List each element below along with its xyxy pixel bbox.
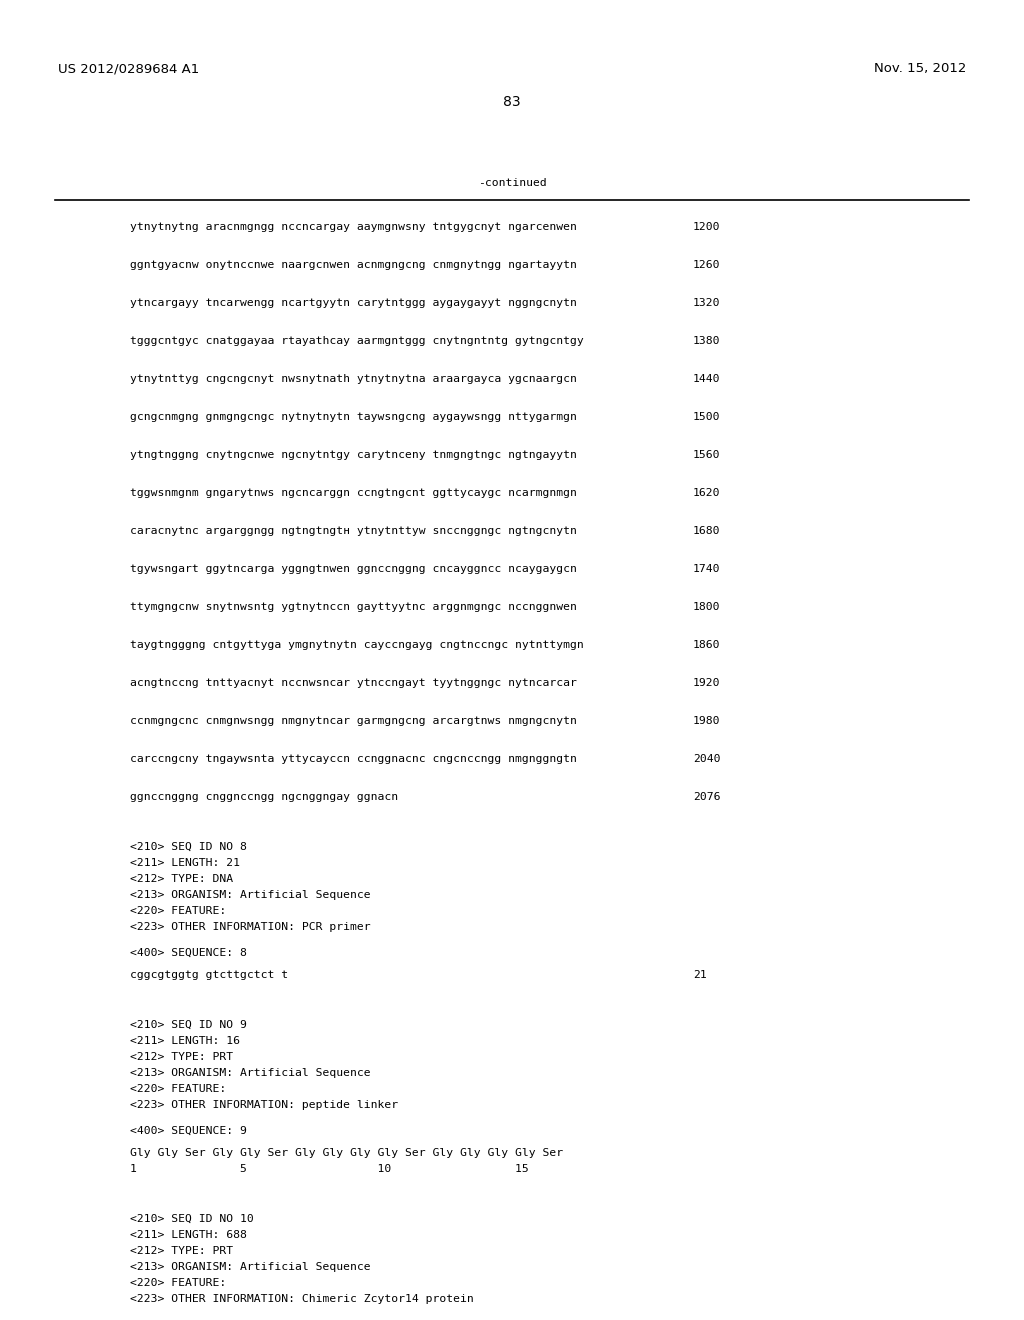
- Text: 1860: 1860: [693, 640, 721, 649]
- Text: tgywsngart ggytncarga yggngtnwen ggnccnggng cncayggncc ncaygaygcn: tgywsngart ggytncarga yggngtnwen ggnccng…: [130, 564, 577, 574]
- Text: taygtngggng cntgyttyga ymgnytnytn cayccngayg cngtnccngc nytnttymgn: taygtngggng cntgyttyga ymgnytnytn cayccn…: [130, 640, 584, 649]
- Text: <223> OTHER INFORMATION: Chimeric Zcytor14 protein: <223> OTHER INFORMATION: Chimeric Zcytor…: [130, 1294, 474, 1304]
- Text: tggwsnmgnm gngarytnws ngcncarggn ccngtngcnt ggttycaygc ncarmgnmgn: tggwsnmgnm gngarytnws ngcncarggn ccngtng…: [130, 488, 577, 498]
- Text: <223> OTHER INFORMATION: peptide linker: <223> OTHER INFORMATION: peptide linker: [130, 1100, 398, 1110]
- Text: 1980: 1980: [693, 715, 721, 726]
- Text: <213> ORGANISM: Artificial Sequence: <213> ORGANISM: Artificial Sequence: [130, 890, 371, 900]
- Text: 1800: 1800: [693, 602, 721, 612]
- Text: <210> SEQ ID NO 9: <210> SEQ ID NO 9: [130, 1020, 247, 1030]
- Text: carccngcny tngaywsnta yttycayccn ccnggnacnc cngcnccngg nmgnggngtn: carccngcny tngaywsnta yttycayccn ccnggna…: [130, 754, 577, 764]
- Text: ytngtnggng cnytngcnwe ngcnytntgy carytnceny tnmgngtngc ngtngayytn: ytngtnggng cnytngcnwe ngcnytntgy carytnc…: [130, 450, 577, 459]
- Text: Nov. 15, 2012: Nov. 15, 2012: [873, 62, 966, 75]
- Text: 1500: 1500: [693, 412, 721, 422]
- Text: ggnccnggng cnggnccngg ngcnggngay ggnacn: ggnccnggng cnggnccngg ngcnggngay ggnacn: [130, 792, 398, 803]
- Text: ccnmgngcnc cnmgnwsngg nmgnytncar garmgngcng arcargtnws nmgngcnytn: ccnmgngcnc cnmgnwsngg nmgnytncar garmgng…: [130, 715, 577, 726]
- Text: 1               5                   10                  15: 1 5 10 15: [130, 1164, 528, 1173]
- Text: 2040: 2040: [693, 754, 721, 764]
- Text: 1920: 1920: [693, 678, 721, 688]
- Text: <220> FEATURE:: <220> FEATURE:: [130, 906, 226, 916]
- Text: <212> TYPE: PRT: <212> TYPE: PRT: [130, 1246, 233, 1257]
- Text: <210> SEQ ID NO 10: <210> SEQ ID NO 10: [130, 1214, 254, 1224]
- Text: tgggcntgyc cnatggayaa rtayathcay aarmgntggg cnytngntntg gytngcntgy: tgggcntgyc cnatggayaa rtayathcay aarmgnt…: [130, 337, 584, 346]
- Text: <220> FEATURE:: <220> FEATURE:: [130, 1278, 226, 1288]
- Text: ytncargayy tncarwengg ncartgyytn carytntggg aygaygayyt nggngcnytn: ytncargayy tncarwengg ncartgyytn carytnt…: [130, 298, 577, 308]
- Text: caracnytnc argarggngg ngtngtngtн ytnytnttyw snccnggngc ngtngcnytn: caracnytnc argarggngg ngtngtngtн ytnytnt…: [130, 525, 577, 536]
- Text: ytnytnytng aracnmgngg nccncargay aaymgnwsny tntgygcnyt ngarcenwen: ytnytnytng aracnmgngg nccncargay aaymgnw…: [130, 222, 577, 232]
- Text: <211> LENGTH: 688: <211> LENGTH: 688: [130, 1230, 247, 1239]
- Text: 1320: 1320: [693, 298, 721, 308]
- Text: <400> SEQUENCE: 9: <400> SEQUENCE: 9: [130, 1126, 247, 1137]
- Text: US 2012/0289684 A1: US 2012/0289684 A1: [58, 62, 200, 75]
- Text: 1560: 1560: [693, 450, 721, 459]
- Text: 1680: 1680: [693, 525, 721, 536]
- Text: 1620: 1620: [693, 488, 721, 498]
- Text: 1440: 1440: [693, 374, 721, 384]
- Text: 2076: 2076: [693, 792, 721, 803]
- Text: ttymgngcnw snytnwsntg ygtnytnccn gayttyytnc arggnmgngc nccnggnwen: ttymgngcnw snytnwsntg ygtnytnccn gayttyy…: [130, 602, 577, 612]
- Text: <213> ORGANISM: Artificial Sequence: <213> ORGANISM: Artificial Sequence: [130, 1262, 371, 1272]
- Text: 1380: 1380: [693, 337, 721, 346]
- Text: 1200: 1200: [693, 222, 721, 232]
- Text: acngtnccng tnttyacnyt nccnwsncar ytnccngayt tyytnggngc nytncarcar: acngtnccng tnttyacnyt nccnwsncar ytnccng…: [130, 678, 577, 688]
- Text: 1740: 1740: [693, 564, 721, 574]
- Text: <400> SEQUENCE: 8: <400> SEQUENCE: 8: [130, 948, 247, 958]
- Text: <213> ORGANISM: Artificial Sequence: <213> ORGANISM: Artificial Sequence: [130, 1068, 371, 1078]
- Text: <223> OTHER INFORMATION: PCR primer: <223> OTHER INFORMATION: PCR primer: [130, 921, 371, 932]
- Text: <211> LENGTH: 16: <211> LENGTH: 16: [130, 1036, 240, 1045]
- Text: Gly Gly Ser Gly Gly Ser Gly Gly Gly Gly Ser Gly Gly Gly Gly Ser: Gly Gly Ser Gly Gly Ser Gly Gly Gly Gly …: [130, 1148, 563, 1158]
- Text: ggntgyacnw onytnccnwe naargcnwen acnmgngcng cnmgnytngg ngartayytn: ggntgyacnw onytnccnwe naargcnwen acnmgng…: [130, 260, 577, 271]
- Text: <210> SEQ ID NO 8: <210> SEQ ID NO 8: [130, 842, 247, 851]
- Text: <211> LENGTH: 21: <211> LENGTH: 21: [130, 858, 240, 869]
- Text: cggcgtggtg gtcttgctct t: cggcgtggtg gtcttgctct t: [130, 970, 288, 979]
- Text: <220> FEATURE:: <220> FEATURE:: [130, 1084, 226, 1094]
- Text: <212> TYPE: PRT: <212> TYPE: PRT: [130, 1052, 233, 1063]
- Text: 21: 21: [693, 970, 707, 979]
- Text: gcngcnmgng gnmgngcngc nytnytnytn taywsngcng aygaywsngg nttygarmgn: gcngcnmgng gnmgngcngc nytnytnytn taywsng…: [130, 412, 577, 422]
- Text: -continued: -continued: [477, 178, 547, 187]
- Text: 83: 83: [503, 95, 521, 110]
- Text: 1260: 1260: [693, 260, 721, 271]
- Text: ytnytnttyg cngcngcnyt nwsnytnath ytnytnytna araargayca ygcnaargcn: ytnytnttyg cngcngcnyt nwsnytnath ytnytny…: [130, 374, 577, 384]
- Text: <212> TYPE: DNA: <212> TYPE: DNA: [130, 874, 233, 884]
